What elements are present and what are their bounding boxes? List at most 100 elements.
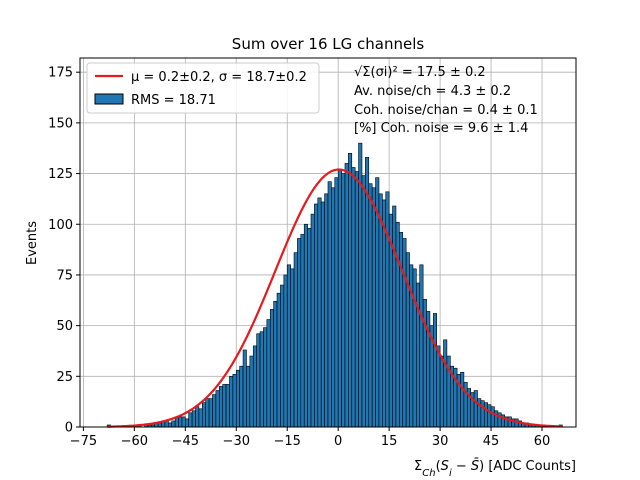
- statistics-annotations: √Σ(σi)² = 17.5 ± 0.2 Av. noise/ch = 4.3 …: [354, 65, 538, 136]
- y-tick-label: 25: [56, 370, 73, 385]
- histogram-bar: [269, 309, 274, 428]
- histogram-bar: [303, 223, 308, 428]
- histogram-bar: [198, 408, 203, 428]
- y-tick-label: 150: [48, 116, 73, 131]
- x-axis-label: ΣCh(Si − S̄) [ADC Counts]: [414, 459, 576, 479]
- gaussian-fit-curve: [107, 168, 563, 428]
- annotation-quadrature-sum: √Σ(σi)² = 17.5 ± 0.2: [354, 65, 486, 80]
- histogram-bar: [229, 376, 234, 428]
- histogram-bar: [181, 416, 186, 428]
- histogram-bar: [334, 177, 339, 428]
- x-tick-label: 0: [334, 434, 342, 449]
- histogram-bar: [487, 404, 492, 428]
- histogram-bar: [439, 355, 444, 428]
- y-tick-label: 75: [56, 268, 73, 283]
- histogram-bar: [300, 234, 305, 428]
- histogram-bar: [419, 264, 424, 428]
- histogram-bar: [205, 398, 210, 428]
- x-tick-label: 45: [483, 434, 500, 449]
- legend-fit-label: μ = 0.2±0.2, σ = 18.7±0.2: [131, 70, 307, 85]
- x-tick-label: −45: [172, 434, 199, 449]
- chart-title: Sum over 16 LG channels: [232, 35, 425, 53]
- legend-rms-swatch: [94, 93, 124, 105]
- histogram-bar: [314, 203, 319, 428]
- x-tick-label: −60: [121, 434, 148, 449]
- histogram-bar: [382, 199, 387, 428]
- x-axis-ticks: −75 −60 −45 −30 −15 0 15 30 45 60: [70, 427, 551, 449]
- histogram-bar: [436, 345, 441, 428]
- histogram-bar: [507, 416, 512, 428]
- y-tick-label: 125: [48, 167, 73, 182]
- histogram-bar: [378, 193, 383, 428]
- histogram-bar: [310, 213, 315, 428]
- histogram-bar: [344, 163, 349, 428]
- histogram-bar: [320, 201, 325, 428]
- legend-box: [86, 62, 320, 114]
- annotation-coherent-noise: Coh. noise/chan = 0.4 ± 0.1: [354, 103, 538, 118]
- histogram-bar: [249, 355, 254, 428]
- histogram-bar: [195, 406, 200, 428]
- annotation-avg-noise: Av. noise/ch = 4.3 ± 0.2: [354, 84, 511, 99]
- y-axis-ticks: 0 25 50 75 100 125 150 175: [48, 66, 80, 436]
- histogram-bar: [422, 298, 427, 428]
- histogram-bar: [392, 205, 397, 428]
- y-tick-label: 50: [56, 319, 73, 334]
- x-tick-label: 60: [534, 434, 551, 449]
- histogram-bar: [317, 197, 322, 428]
- histogram-bar: [242, 349, 247, 428]
- legend-rms-label: RMS = 18.71: [131, 93, 216, 108]
- histogram-bar: [324, 193, 329, 428]
- legend: μ = 0.2±0.2, σ = 18.7±0.2 RMS = 18.71: [86, 62, 320, 114]
- histogram-bar: [246, 365, 251, 428]
- histogram-bar: [188, 412, 193, 428]
- histogram-bar: [297, 238, 302, 428]
- x-tick-label: −30: [223, 434, 250, 449]
- histogram-bar: [283, 274, 288, 428]
- y-tick-label: 0: [65, 421, 73, 436]
- histogram-bar: [185, 418, 190, 428]
- histogram-bar: [483, 402, 488, 428]
- histogram-bar: [263, 327, 268, 428]
- x-tick-label: −75: [70, 434, 97, 449]
- histogram-bar: [256, 333, 261, 428]
- y-axis-label: Events: [25, 221, 40, 265]
- histogram-bar: [168, 422, 173, 428]
- histogram-bar: [239, 365, 244, 428]
- histogram-bar: [191, 410, 196, 428]
- histogram-bar: [368, 183, 373, 428]
- histogram-bar: [395, 221, 400, 428]
- histogram-bar: [412, 268, 417, 428]
- histogram-bar: [402, 238, 407, 428]
- x-tick-label: −15: [274, 434, 301, 449]
- histogram-bar: [327, 181, 332, 428]
- histogram-bar: [280, 284, 285, 428]
- histogram-bar: [252, 345, 257, 428]
- histogram-bar: [348, 152, 353, 428]
- histogram-bar: [490, 406, 495, 428]
- histogram-bar: [276, 292, 281, 428]
- histogram-bar: [351, 167, 356, 428]
- x-tick-label: 30: [432, 434, 449, 449]
- histogram-bar: [473, 390, 478, 428]
- histogram-bar: [215, 390, 220, 428]
- x-tick-label: 15: [381, 434, 398, 449]
- histogram-bar: [178, 416, 183, 428]
- histogram-bar: [433, 313, 438, 428]
- histogram-bar: [171, 420, 176, 428]
- histogram-bar: [212, 394, 217, 428]
- histogram-bar: [218, 386, 223, 428]
- histogram-bar: [361, 175, 366, 428]
- histogram-bar: [399, 232, 404, 428]
- y-tick-label: 100: [48, 218, 73, 233]
- histogram-bar: [371, 187, 376, 428]
- histogram-bar: [331, 187, 336, 428]
- plot-frame: [79, 57, 577, 428]
- histogram-bar: [385, 191, 390, 428]
- histogram-bar: [157, 422, 162, 428]
- histogram-bar: [286, 264, 291, 428]
- histogram-bar: [225, 384, 230, 428]
- histogram-bar: [208, 398, 213, 428]
- histogram-bar: [266, 319, 271, 428]
- histogram-bar: [307, 228, 312, 428]
